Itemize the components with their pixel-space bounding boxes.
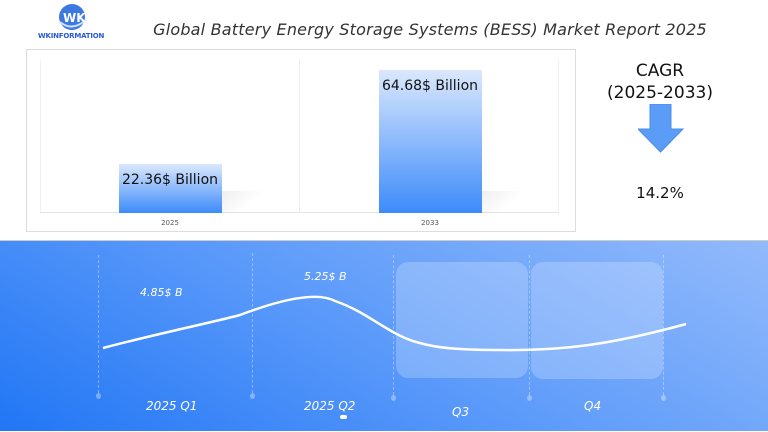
cagr-label: CAGR <box>635 61 685 81</box>
category-divider <box>299 60 300 213</box>
trend-line <box>102 295 687 352</box>
q3-highlight-box <box>396 262 528 378</box>
logo-text: WKINFORMATION <box>38 32 105 40</box>
page-title: Global Battery Energy Storage Systems (B… <box>153 20 707 39</box>
arrow-down-icon <box>638 104 685 153</box>
q1-value-label: 4.85$ B <box>140 286 183 299</box>
q4-axis-label: Q4 <box>584 399 602 413</box>
timeline-dot <box>391 395 396 401</box>
q3-axis-label: Q3 <box>452 405 470 419</box>
cagr-block: CAGR (2025-2033) <box>590 60 730 104</box>
bar-data-label: 64.68$ Billion <box>381 78 479 94</box>
timeline-dot <box>250 393 255 399</box>
trend-line-chart <box>102 295 687 352</box>
q4-highlight-box <box>531 262 663 379</box>
divider-line <box>98 255 99 393</box>
x-tick-label: 2025 <box>161 219 179 227</box>
q2-value-label: 5.25$ B <box>304 270 347 283</box>
bar-2025 <box>118 163 222 213</box>
q2-axis-label: 2025 Q2 <box>304 399 356 413</box>
bar-2033 <box>378 70 482 213</box>
timeline-dot <box>661 395 666 401</box>
divider-line <box>663 255 664 395</box>
current-marker <box>340 415 347 419</box>
x-tick-label: 2033 <box>421 219 439 227</box>
divider-line <box>529 255 530 395</box>
logo: WK <box>40 2 110 42</box>
svg-text:WK: WK <box>63 11 86 25</box>
quarterly-panel: 4.85$ B 5.25$ B 2025 Q1 2025 Q2 Q3 Q4 <box>0 240 768 431</box>
bar-data-label: 22.36$ Billion <box>121 171 219 188</box>
globe-logo-icon: WK <box>59 4 87 30</box>
timeline-dot <box>527 395 532 401</box>
divider-line <box>252 253 253 393</box>
cagr-value: 14.2% <box>636 184 684 202</box>
timeline-dot <box>96 393 101 399</box>
q1-axis-label: 2025 Q1 <box>146 399 198 413</box>
divider-line <box>393 255 394 395</box>
bar-chart: 22.36$ Billion 2025 64.68$ Billion 2033 <box>26 49 576 232</box>
cagr-period: (2025-2033) <box>607 83 713 103</box>
